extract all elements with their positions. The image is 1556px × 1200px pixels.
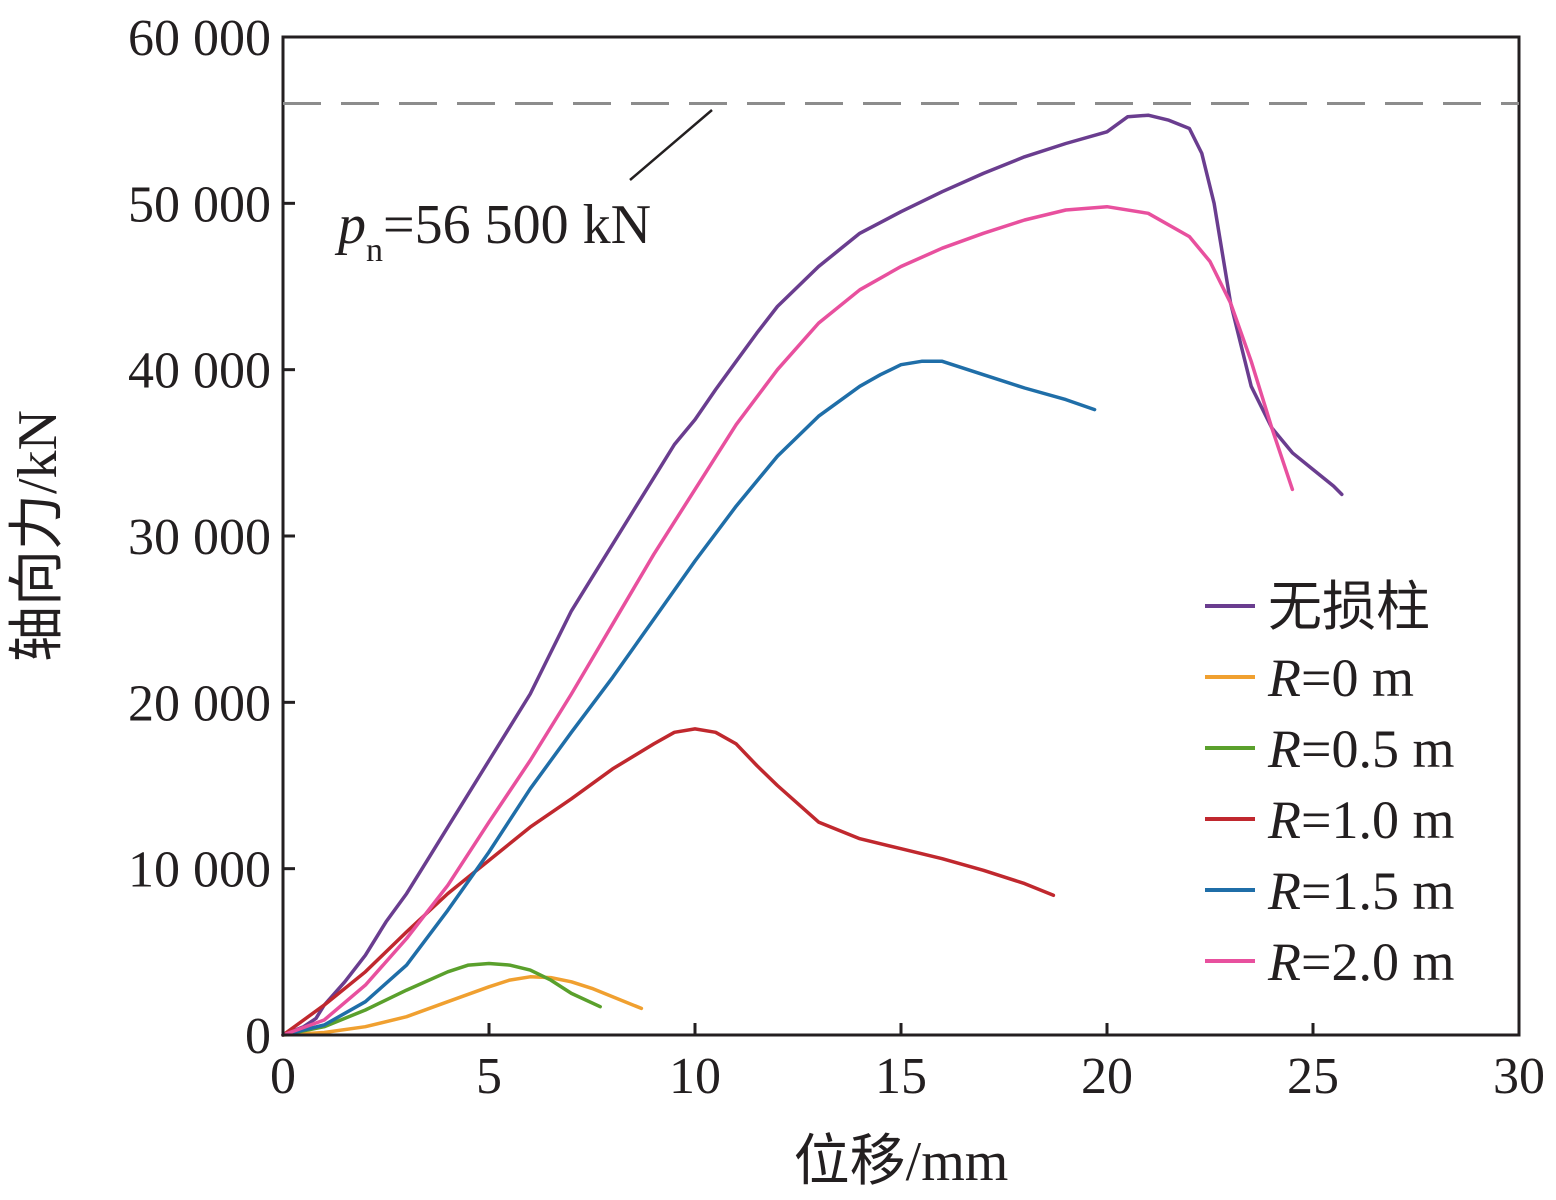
y-axis-title: 轴向力/kN — [7, 410, 69, 662]
reference-label-symbol: p — [334, 194, 366, 256]
legend-label: R=0.5 m — [1267, 719, 1454, 779]
reference-label: pn=56 500 kN — [334, 194, 651, 269]
series-line-3 — [281, 727, 1056, 1037]
series-line-2 — [281, 961, 602, 1037]
ticks: 0 5 10 15 20 25 30 0 10 000 20 000 30 000 40 000 50 … — [128, 10, 1545, 1105]
series-line-4 — [281, 359, 1097, 1037]
x-axis-title: 位移/mm — [794, 1131, 1009, 1193]
y-tick-label: 30 000 — [128, 509, 271, 566]
y-tick-label: 60 000 — [128, 10, 271, 67]
x-tick-label: 20 — [1081, 1048, 1133, 1105]
y-tick-label: 10 000 — [128, 842, 271, 899]
x-tick-label: 10 — [669, 1048, 721, 1105]
x-tick-label: 15 — [875, 1048, 927, 1105]
reference-leader-line — [629, 109, 713, 181]
y-tick-label: 0 — [245, 1008, 271, 1065]
reference-label-value: =56 500 kN — [383, 194, 651, 256]
legend-label: R=0 m — [1267, 648, 1414, 708]
reference-label-subscript: n — [366, 232, 383, 269]
x-tick-label: 0 — [270, 1048, 296, 1105]
x-tick-label: 30 — [1493, 1048, 1545, 1105]
reference-annotation: pn=56 500 kN — [283, 102, 1519, 269]
series-line-5 — [281, 204, 1295, 1037]
y-tick-label: 50 000 — [128, 176, 271, 233]
legend-label: R=1.0 m — [1267, 790, 1454, 850]
legend-label: R=1.5 m — [1267, 861, 1454, 921]
y-tick-label: 40 000 — [128, 343, 271, 400]
legend-label: R=2.0 m — [1267, 932, 1454, 992]
series-line-1 — [281, 975, 644, 1037]
legend-label: 无损柱 — [1268, 577, 1430, 637]
series-line-0 — [281, 113, 1344, 1037]
plot-area — [281, 113, 1344, 1037]
y-tick-label: 20 000 — [128, 675, 271, 732]
x-tick-label: 25 — [1287, 1048, 1339, 1105]
x-tick-label: 5 — [476, 1048, 502, 1105]
legend: 无损柱 R=0 m R=0.5 m R=1.0 m R=1.5 m R=2.0 m — [1205, 577, 1454, 992]
